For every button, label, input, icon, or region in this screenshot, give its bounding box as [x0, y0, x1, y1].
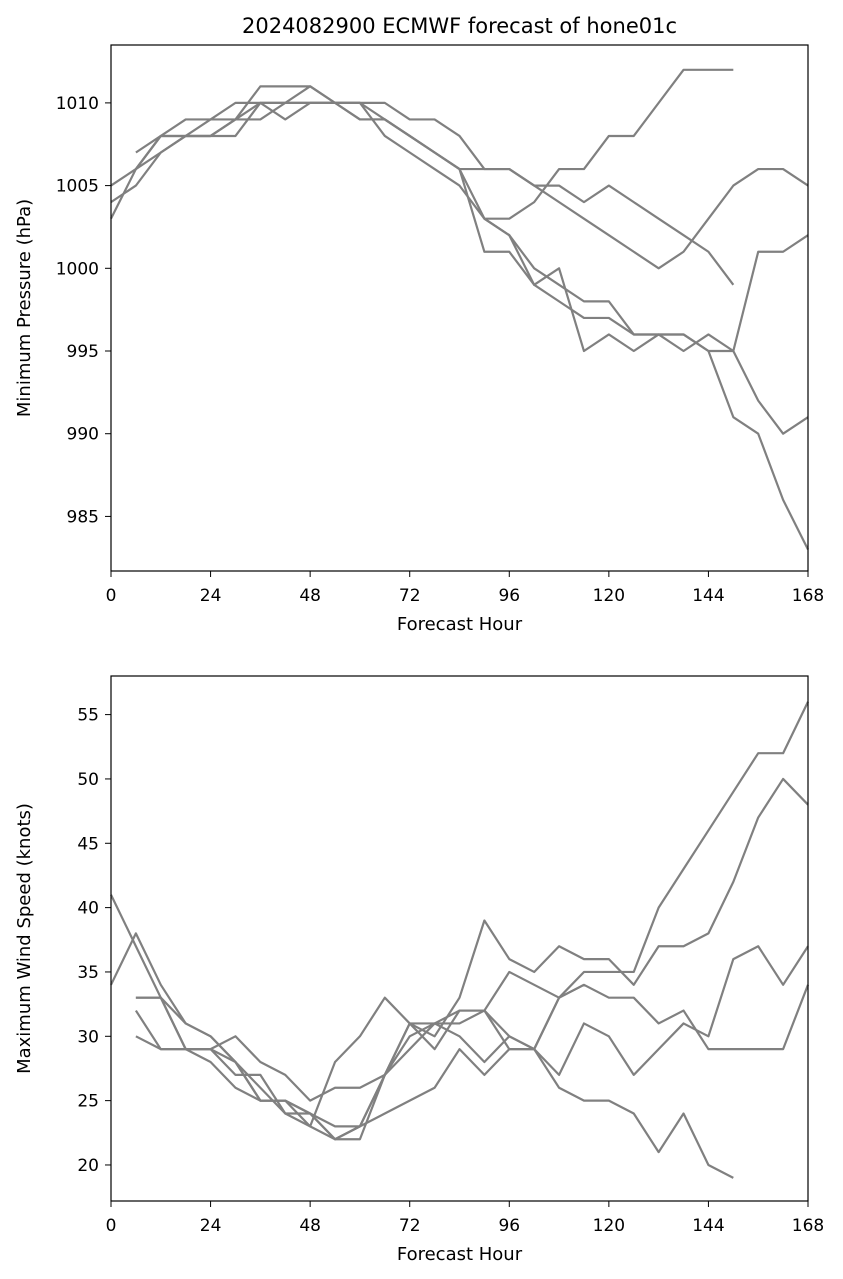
pressure-series-group: [110, 68, 809, 550]
pressure-x-tick-label: 72: [399, 586, 421, 606]
wind-x-tick-label: 0: [106, 1216, 117, 1236]
pressure-y-tick-label: 1005: [56, 177, 99, 197]
wind-series-line-6: [135, 970, 585, 1128]
wind-x-tick-label: 72: [399, 1216, 421, 1236]
wind-y-tick-label: 45: [77, 834, 99, 854]
wind-x-tick-label: 144: [692, 1216, 724, 1236]
wind-x-axis-label: Forecast Hour: [397, 1244, 523, 1265]
wind-axes-frame: [110, 675, 809, 1202]
pressure-y-tick-label: 1010: [56, 94, 99, 114]
wind-series-line-5: [135, 701, 809, 1141]
wind-x-tick-label: 120: [593, 1216, 625, 1236]
pressure-y-tick-label: 985: [67, 507, 99, 527]
pressure-y-tick-label: 990: [67, 425, 99, 445]
wind-y-tick-label: 20: [77, 1156, 99, 1176]
pressure-chart-panel: 0 24 48 72 96 120 144 168 985 990 995 1000 1005 1010 F…: [14, 14, 824, 635]
wind-y-tick-label: 35: [77, 963, 99, 983]
wind-y-tick-label: 30: [77, 1027, 99, 1047]
pressure-y-axis-label: Minimum Pressure (hPa): [14, 199, 35, 417]
wind-x-tick-label: 48: [299, 1216, 321, 1236]
wind-y-tick-label: 50: [77, 770, 99, 790]
wind-series-line-4: [134, 983, 810, 1141]
wind-y-tick-label: 55: [77, 706, 99, 726]
pressure-series-line-6: [483, 217, 809, 353]
pressure-x-tick-label: 120: [593, 586, 625, 606]
pressure-x-tick-label: 0: [106, 586, 117, 606]
pressure-y-tick-label: 995: [67, 342, 99, 362]
pressure-y-tick-label: 1000: [56, 259, 99, 279]
wind-y-tick-label: 25: [77, 1092, 99, 1112]
wind-y-axis-label: Maximum Wind Speed (knots): [14, 803, 35, 1074]
wind-y-tick-label: 40: [77, 899, 99, 919]
chart-title: 2024082900 ECMWF forecast of hone01c: [242, 14, 677, 38]
pressure-x-tick-label: 96: [498, 586, 520, 606]
wind-x-tick-label: 24: [200, 1216, 222, 1236]
pressure-x-tick-label: 48: [299, 586, 321, 606]
wind-chart-panel: 0 24 48 72 96 120 144 168 20 25 30 35 40 45 50 55 Foreca…: [14, 675, 824, 1265]
pressure-x-tick-label: 144: [692, 586, 724, 606]
wind-x-tick-label: 168: [792, 1216, 824, 1236]
pressure-axes-frame: [110, 44, 809, 572]
wind-series-group: [110, 701, 810, 1179]
pressure-x-tick-label: 24: [200, 586, 222, 606]
pressure-x-tick-label: 168: [792, 586, 824, 606]
wind-x-tick-label: 96: [498, 1216, 520, 1236]
pressure-x-axis-label: Forecast Hour: [397, 614, 523, 635]
